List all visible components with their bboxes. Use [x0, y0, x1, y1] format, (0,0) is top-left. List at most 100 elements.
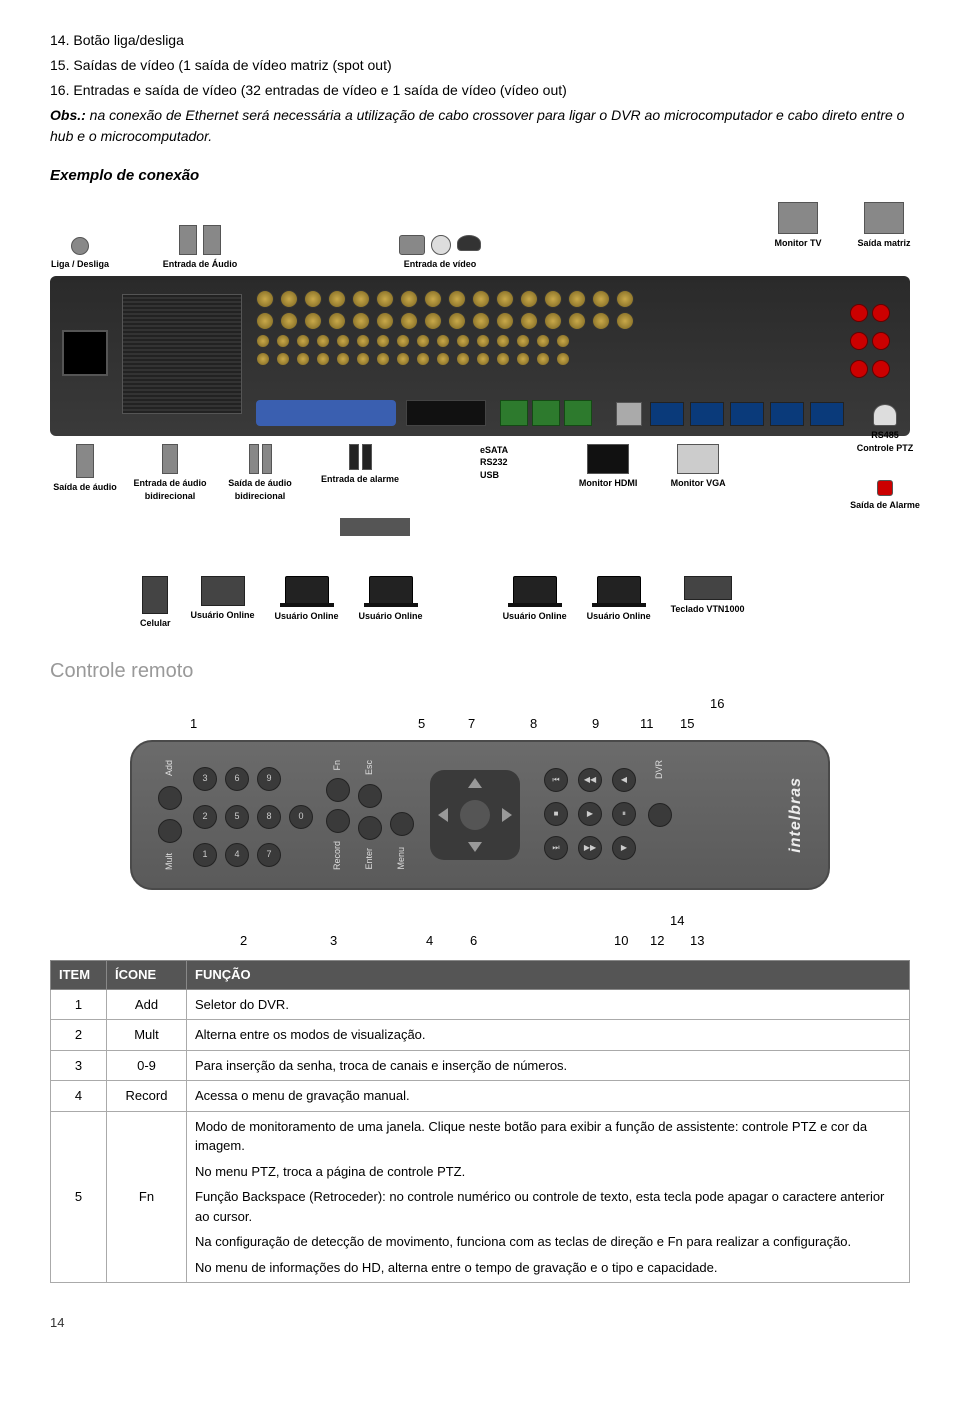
callout-14: 14	[670, 911, 684, 931]
remote-fn-button[interactable]	[326, 778, 350, 802]
remote-ff-button[interactable]: ▶▶	[578, 836, 602, 860]
remote-diagram: 1 5 7 8 9 11 15 16 Add Mult 1 2 3 4 5 6 …	[130, 704, 830, 950]
cell-func: Para inserção da senha, troca de canais …	[187, 1050, 910, 1081]
remote-rew-button[interactable]: ◀◀	[578, 768, 602, 792]
remote-dvr-button[interactable]	[648, 803, 672, 827]
remote-add-label: Add	[163, 760, 177, 776]
remote-num-9[interactable]: 9	[257, 767, 281, 791]
callout-6: 6	[470, 931, 477, 951]
remote-pause-button[interactable]: ⏸	[612, 802, 636, 826]
remote-menu-label: Menu	[395, 847, 409, 870]
diag-label-ent-alarme: Entrada de alarme	[321, 473, 399, 487]
obs-text: na conexão de Ethernet será necessária a…	[50, 107, 904, 144]
obs-line: Obs.: na conexão de Ethernet será necess…	[50, 105, 910, 147]
controle-title: Controle remoto	[50, 656, 910, 686]
cell-icone: Add	[107, 989, 187, 1020]
cell-func: Alterna entre os modos de visualização.	[187, 1020, 910, 1051]
th-item: ITEM	[51, 961, 107, 990]
diag-label-saida-audio: Saída de áudio	[53, 481, 117, 495]
page-number: 14	[50, 1313, 910, 1333]
callout-5: 5	[418, 714, 425, 734]
diag-label-mon-hdmi: Monitor HDMI	[579, 477, 638, 491]
func-p3: Função Backspace (Retroceder): no contro…	[195, 1187, 901, 1226]
diag-label-rs232: RS232	[480, 456, 508, 469]
cell-item: 1	[51, 989, 107, 1020]
remote-enter-label: Enter	[363, 848, 377, 870]
remote-num-0[interactable]: 0	[289, 805, 313, 829]
th-icone: ÍCONE	[107, 961, 187, 990]
remote-next-button[interactable]: ⏭	[544, 836, 568, 860]
remote-stop-button[interactable]: ■	[544, 802, 568, 826]
callout-3: 3	[330, 931, 337, 951]
remote-add-button[interactable]	[158, 786, 182, 810]
remote-num-1[interactable]: 1	[193, 843, 217, 867]
callout-1: 1	[190, 714, 197, 734]
diag-label-esata: eSATA	[480, 444, 508, 457]
diag-label-entrada-video: Entrada de vídeo	[404, 258, 477, 272]
remote-enter-button[interactable]	[358, 816, 382, 840]
remote-prev-button[interactable]: ⏮	[544, 768, 568, 792]
table-row: 3 0-9 Para inserção da senha, troca de c…	[51, 1050, 910, 1081]
diag-label-usb: USB	[480, 469, 508, 482]
remote-num-2[interactable]: 2	[193, 805, 217, 829]
remote-num-7[interactable]: 7	[257, 843, 281, 867]
remote-num-5[interactable]: 5	[225, 805, 249, 829]
callout-9: 9	[592, 714, 599, 734]
remote-dvr-label: DVR	[653, 760, 667, 779]
callout-4: 4	[426, 931, 433, 951]
remote-menu-button[interactable]	[390, 812, 414, 836]
cell-func: Acessa o menu de gravação manual.	[187, 1081, 910, 1112]
remote-mult-button[interactable]	[158, 819, 182, 843]
diag-label-saida-matriz: Saída matriz	[857, 237, 910, 251]
remote-num-3[interactable]: 3	[193, 767, 217, 791]
callout-7: 7	[468, 714, 475, 734]
callout-15: 15	[680, 714, 694, 734]
remote-num-4[interactable]: 4	[225, 843, 249, 867]
cell-icone: 0-9	[107, 1050, 187, 1081]
callout-2: 2	[240, 931, 247, 951]
cell-item: 4	[51, 1081, 107, 1112]
connection-diagram: Liga / Desliga Entrada de Áudio Entrada …	[50, 202, 910, 631]
table-row: 5 Fn Modo de monitoramento de uma janela…	[51, 1111, 910, 1283]
remote-esc-button[interactable]	[358, 784, 382, 808]
remote-stepfwd-button[interactable]: ▶	[612, 836, 636, 860]
cell-icone: Mult	[107, 1020, 187, 1051]
remote-play-button[interactable]: ▶	[578, 802, 602, 826]
intro-line-15: 15. Saídas de vídeo (1 saída de vídeo ma…	[50, 55, 910, 76]
dvr-back-panel	[50, 276, 910, 436]
diag-label-liga: Liga / Desliga	[51, 258, 109, 272]
diag-label-rs485: RS485 Controle PTZ	[857, 429, 914, 456]
diag-label-saida-alarme: Saída de Alarme	[850, 499, 920, 513]
remote-num-6[interactable]: 6	[225, 767, 249, 791]
obs-label: Obs.:	[50, 107, 86, 123]
cell-item: 2	[51, 1020, 107, 1051]
cell-func: Seletor do DVR.	[187, 989, 910, 1020]
diag-label-user3: Usuário Online	[359, 610, 423, 624]
func-p1: Modo de monitoramento de uma janela. Cli…	[195, 1117, 901, 1156]
remote-esc-label: Esc	[363, 760, 377, 775]
func-p5: No menu de informações do HD, alterna en…	[195, 1258, 901, 1278]
diag-label-monitor-tv: Monitor TV	[775, 237, 822, 251]
func-p2: No menu PTZ, troca a página de controle …	[195, 1162, 901, 1182]
diag-label-saida-audio-bi: Saída de áudio bidirecional	[228, 477, 292, 504]
intro-list: 14. Botão liga/desliga 15. Saídas de víd…	[50, 30, 910, 147]
callout-11: 11	[640, 714, 654, 734]
function-table: ITEM ÍCONE FUNÇÃO 1 Add Seletor do DVR. …	[50, 960, 910, 1283]
cell-item: 3	[51, 1050, 107, 1081]
callout-8: 8	[530, 714, 537, 734]
cell-item: 5	[51, 1111, 107, 1283]
intro-line-14: 14. Botão liga/desliga	[50, 30, 910, 51]
remote-num-8[interactable]: 8	[257, 805, 281, 829]
remote-record-label: Record	[331, 841, 345, 870]
remote-record-button[interactable]	[326, 809, 350, 833]
diag-label-user4: Usuário Online	[503, 610, 567, 624]
table-row: 2 Mult Alterna entre os modos de visuali…	[51, 1020, 910, 1051]
func-p4: Na configuração de detecção de movimento…	[195, 1232, 901, 1252]
remote-stepback-button[interactable]: ◀	[612, 768, 636, 792]
callout-10: 10	[614, 931, 628, 951]
th-funcao: FUNÇÃO	[187, 961, 910, 990]
remote-dpad[interactable]	[430, 770, 520, 860]
diag-label-user5: Usuário Online	[587, 610, 651, 624]
remote-fn-label: Fn	[331, 760, 345, 771]
diag-label-mon-vga: Monitor VGA	[671, 477, 726, 491]
